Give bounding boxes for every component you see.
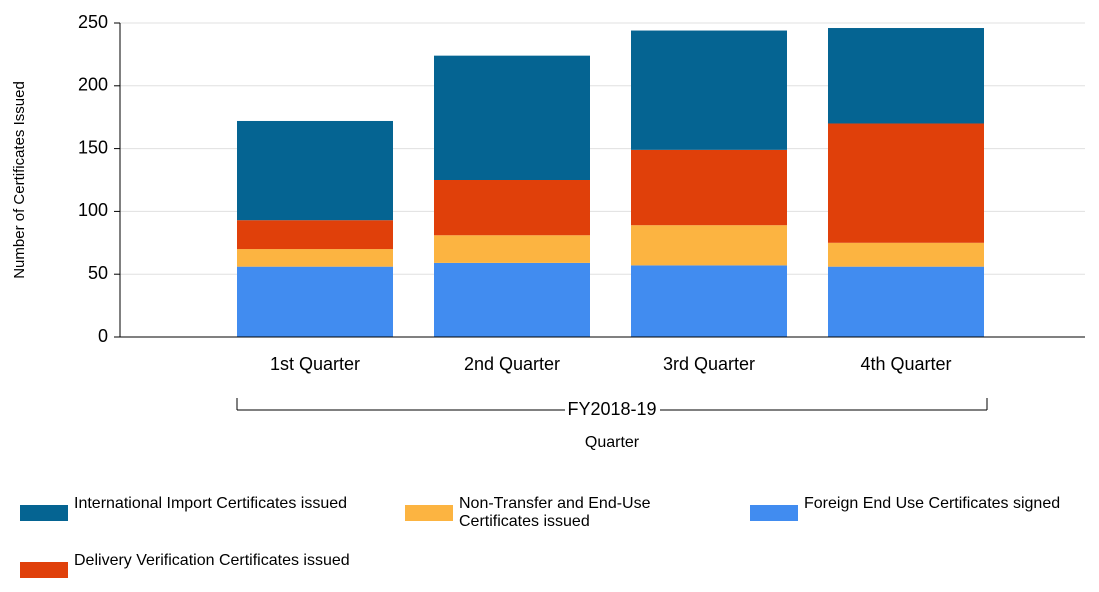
bar-segment	[631, 149, 787, 226]
legend-item: Delivery Verification Certificates issue…	[20, 552, 394, 578]
y-tick-label: 200	[78, 75, 108, 95]
bar-segment	[237, 120, 393, 221]
bar-segment	[631, 265, 787, 337]
x-tick-label: 2nd Quarter	[464, 354, 560, 374]
legend-swatch	[405, 505, 453, 521]
bar-segment	[434, 180, 590, 236]
bar-segment	[828, 28, 984, 124]
legend-label: International Import Certificates issued	[74, 495, 348, 512]
legend-item: International Import Certificates issued	[20, 495, 394, 521]
legend-swatch	[750, 505, 798, 521]
legend-swatch	[20, 505, 68, 521]
legend-label: Foreign End Use Certificates signed	[804, 495, 1061, 512]
x-tick-label: 3rd Quarter	[663, 354, 755, 374]
bar-segment	[631, 225, 787, 266]
legend-item: Foreign End Use Certificates signed	[750, 495, 1094, 521]
x-tick-label: 4th Quarter	[860, 354, 951, 374]
x-axis-label: Quarter	[585, 434, 640, 451]
x-tick-label: 1st Quarter	[270, 354, 360, 374]
y-axis-label: Number of Certificates Issued	[11, 81, 28, 279]
bar-segment	[237, 249, 393, 267]
bar-segment	[434, 262, 590, 337]
y-tick-label: 0	[98, 326, 108, 346]
bar-segment	[434, 55, 590, 180]
legend-label: Non-Transfer and End-Use Certificates is…	[459, 495, 651, 530]
bar-segment	[828, 242, 984, 267]
bar-segment	[828, 123, 984, 243]
bar-segment	[828, 266, 984, 337]
group-label: FY2018-19	[567, 399, 656, 419]
bar-segment	[631, 30, 787, 150]
y-tick-label: 150	[78, 137, 108, 157]
legend-swatch	[20, 562, 68, 578]
bar-segment	[434, 235, 590, 263]
legend-label: Delivery Verification Certificates issue…	[74, 552, 350, 569]
bar-segment	[237, 266, 393, 337]
y-tick-label: 100	[78, 200, 108, 220]
y-tick-label: 250	[78, 12, 108, 32]
bar-segment	[237, 220, 393, 250]
y-tick-label: 50	[88, 263, 108, 283]
legend-item: Non-Transfer and End-Use Certificates is…	[405, 495, 734, 531]
